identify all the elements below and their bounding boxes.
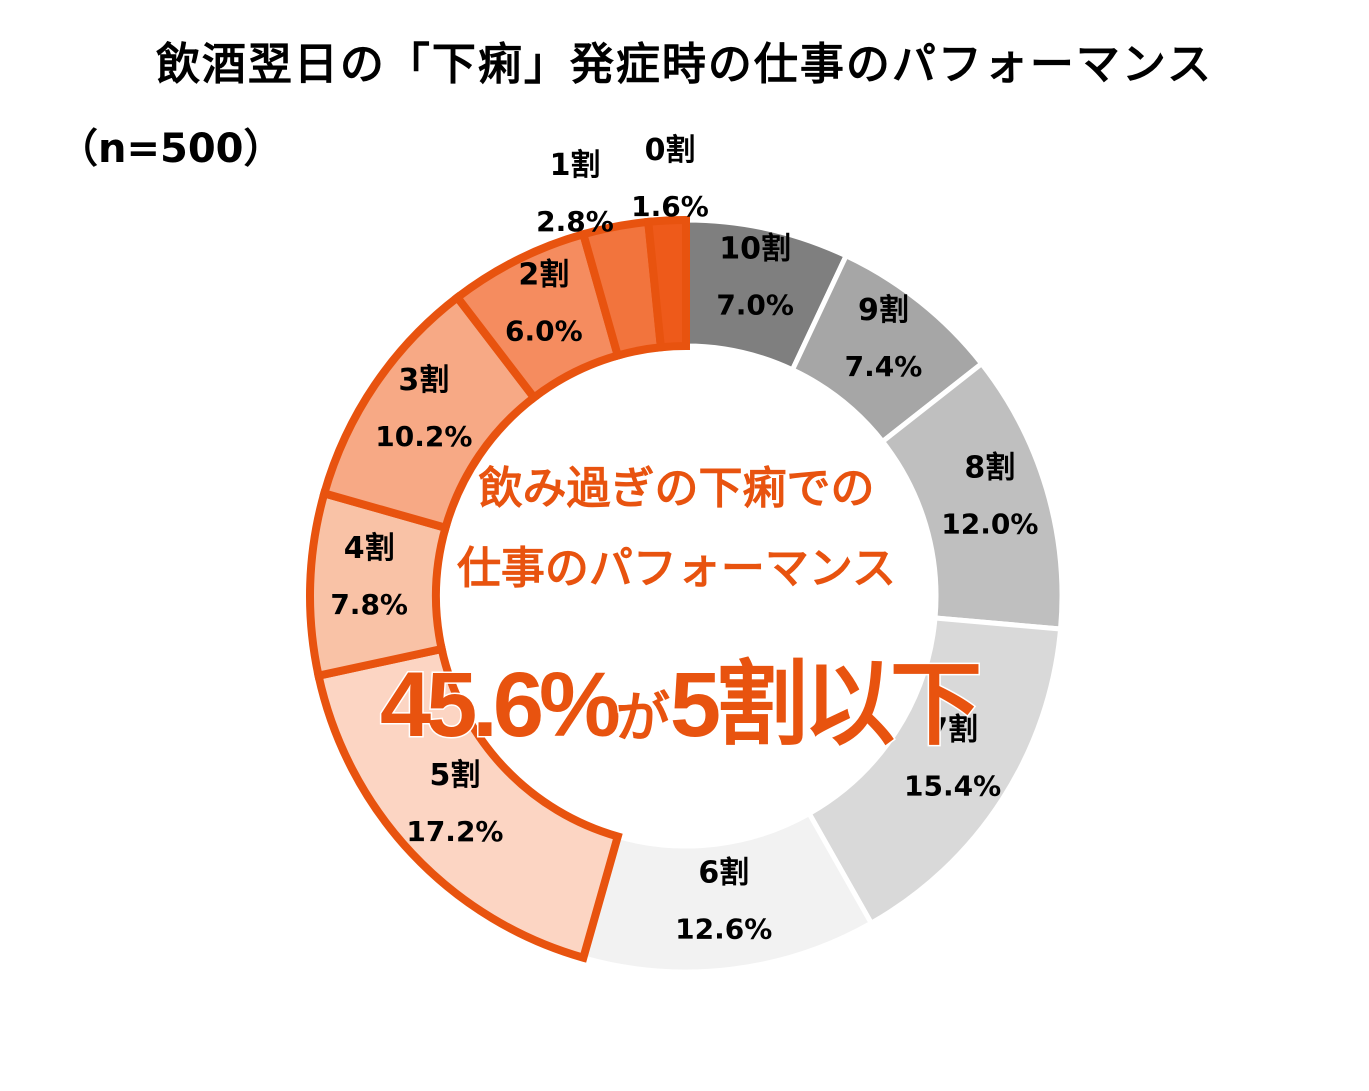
headline-percentage: 45.6% [378, 653, 622, 758]
slice-category-label: 4割 [344, 531, 395, 566]
chart-title: 飲酒翌日の「下痢」発症時の仕事のパフォーマンス [155, 39, 1214, 90]
center-headline: 45.6%が5割以下 [0, 630, 1363, 763]
slice-category-label: 8割 [964, 451, 1015, 486]
donut-slice-6 [313, 644, 623, 963]
slice-category-label: 5割 [429, 758, 480, 793]
slice-category-label: 10割 [719, 232, 791, 267]
slice-value-label: 12.0% [941, 508, 1038, 541]
slice-category-label: 1割 [550, 148, 601, 183]
slice-value-label: 7.0% [716, 289, 794, 322]
slice-value-label: 2.8% [536, 205, 614, 238]
slice-value-label: 6.0% [505, 315, 583, 348]
donut-slices [306, 215, 1065, 975]
headline-rest: 5割以下 [668, 653, 983, 758]
slice-category-label: 2割 [518, 258, 569, 293]
slice-labels: 10割 7.0% 9割 7.4% 8割 12.0% 7割 15.4% 6割 12.6% 5割 17.2… [330, 133, 1038, 946]
donut-slice-11 [643, 215, 690, 352]
slice-value-label: 10.2% [375, 420, 472, 453]
slice-value-label: 17.2% [406, 815, 503, 848]
slice-value-label: 1.6% [631, 190, 709, 223]
slice-category-label: 9割 [858, 293, 909, 328]
headline-connector: が [614, 687, 671, 750]
slice-category-label: 7割 [927, 713, 978, 748]
slice-category-label: 0割 [645, 133, 696, 168]
center-caption-line1: 飲み過ぎの下痢での [478, 463, 875, 514]
slice-category-label: 3割 [398, 363, 449, 398]
slice-value-label: 7.4% [845, 350, 923, 383]
slice-value-label: 7.8% [330, 588, 408, 621]
center-caption-line2: 仕事のパフォーマンス [456, 543, 897, 594]
sample-size-label: （n=500） [58, 126, 284, 172]
slice-category-label: 6割 [698, 856, 749, 891]
slice-value-label: 15.4% [904, 770, 1001, 803]
slice-value-label: 12.6% [675, 913, 772, 946]
